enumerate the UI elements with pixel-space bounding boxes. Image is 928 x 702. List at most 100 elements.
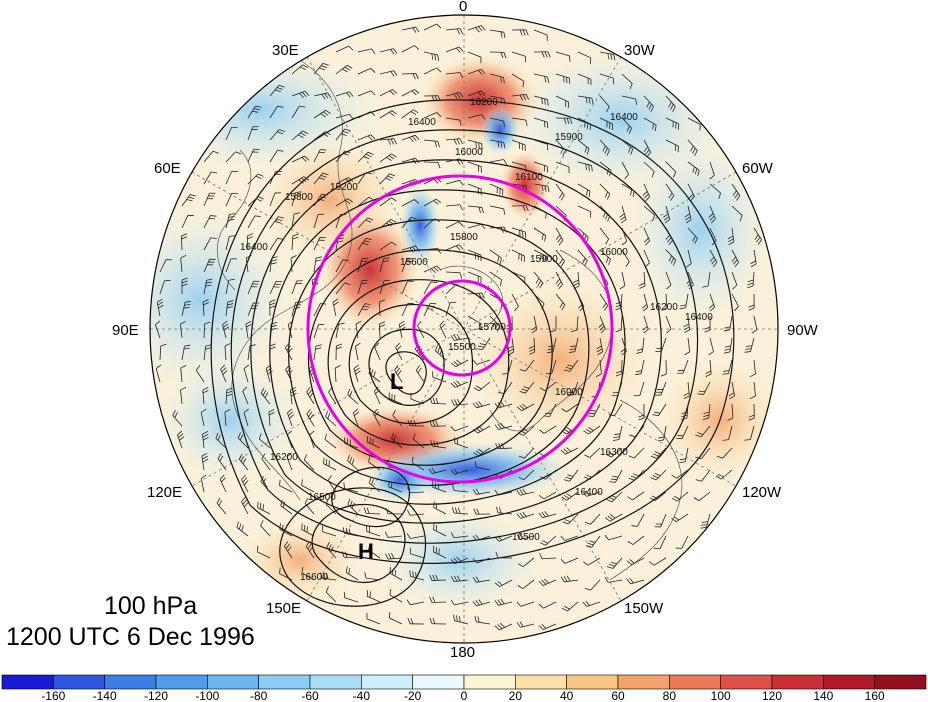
wind-barb-flag bbox=[458, 221, 464, 227]
wind-barb-flag bbox=[481, 207, 484, 214]
wind-barb bbox=[285, 369, 293, 383]
wind-barb-flag bbox=[660, 373, 667, 377]
wind-barb-flag bbox=[643, 237, 649, 243]
wind-barb-flag bbox=[432, 397, 436, 404]
wind-barb bbox=[498, 425, 513, 430]
wind-barb-flag bbox=[585, 600, 590, 606]
wind-barb-flag bbox=[328, 460, 330, 467]
wind-barb-flag bbox=[439, 320, 445, 326]
wind-barb-flag bbox=[287, 320, 294, 325]
wind-barb bbox=[499, 623, 513, 631]
wind-barb bbox=[498, 512, 513, 515]
wind-barb bbox=[159, 259, 167, 273]
wind-barb-flag bbox=[260, 475, 264, 482]
wind-barb-flag bbox=[390, 49, 395, 55]
wind-barb-flag bbox=[500, 76, 502, 83]
wind-barb-flag bbox=[326, 542, 330, 548]
wind-barb bbox=[180, 235, 183, 251]
wind-barb-flag bbox=[246, 254, 252, 259]
wind-barb-flag bbox=[694, 168, 698, 175]
wind-barb bbox=[511, 117, 526, 121]
wind-barb-flag bbox=[222, 370, 228, 375]
wind-barb-flag bbox=[500, 227, 504, 233]
longitude-labels: 0 30W 60W 90W 120W 150W 180 150E 120E 90… bbox=[112, 0, 819, 661]
wind-barb-flag bbox=[439, 348, 443, 355]
wind-barb-flag bbox=[277, 237, 284, 240]
colorbar-swatch bbox=[771, 674, 824, 690]
wind-barb-flag bbox=[323, 457, 325, 464]
wind-barb-flag bbox=[728, 238, 734, 243]
contour-labels: 16400 16200 16000 15900 16100 16400 1620… bbox=[240, 97, 713, 583]
wind-barb-flag bbox=[294, 304, 301, 306]
contour-label: 16400 bbox=[240, 242, 268, 253]
wind-barb bbox=[432, 469, 447, 474]
wind-barb-flag bbox=[280, 499, 283, 506]
wind-barb-flag bbox=[602, 302, 607, 309]
wind-barb-flag bbox=[459, 204, 463, 211]
wind-barb-flag bbox=[573, 279, 579, 283]
wind-barb-flag bbox=[353, 411, 360, 416]
wind-barb-flag bbox=[349, 456, 353, 463]
wind-barb-flag bbox=[480, 25, 486, 31]
wind-barb-flag bbox=[362, 242, 369, 245]
wind-barb bbox=[313, 237, 321, 251]
wind-barb bbox=[621, 227, 628, 242]
wind-barb-flag bbox=[566, 493, 572, 498]
wind-barb-flag bbox=[473, 452, 479, 457]
wind-barb-flag bbox=[528, 348, 535, 352]
wind-barb bbox=[577, 51, 591, 59]
wind-barb-flag bbox=[345, 566, 348, 573]
wind-barb bbox=[200, 412, 205, 427]
wind-barb bbox=[423, 247, 438, 251]
wind-barb-flag bbox=[253, 108, 260, 111]
wind-barb bbox=[631, 557, 645, 566]
wind-barb bbox=[224, 412, 227, 427]
wind-barb bbox=[511, 161, 526, 167]
wind-barb bbox=[542, 579, 557, 586]
wind-barb-flag bbox=[315, 347, 322, 350]
wind-barb bbox=[268, 412, 271, 427]
wind-barb-flag bbox=[518, 432, 524, 436]
wind-barb-flag bbox=[495, 551, 499, 558]
wind-barb-flag bbox=[545, 412, 552, 415]
wind-barb bbox=[313, 63, 324, 75]
wind-barb-flag bbox=[413, 420, 417, 427]
wind-barb-flag bbox=[271, 256, 278, 259]
wind-barb bbox=[489, 271, 502, 281]
wind-barb bbox=[533, 183, 548, 187]
height-contours bbox=[210, 99, 735, 607]
wind-barb-flag bbox=[631, 525, 638, 527]
wind-barb bbox=[599, 161, 612, 171]
wind-barb-flag bbox=[433, 178, 439, 184]
wind-barb bbox=[202, 434, 205, 449]
wind-barb bbox=[301, 572, 315, 581]
wind-barb-flag bbox=[320, 572, 323, 579]
wind-barb-flag bbox=[478, 599, 483, 605]
wind-barb-flag bbox=[519, 390, 526, 394]
wind-barb-flag bbox=[354, 367, 360, 372]
wind-barb-flag bbox=[715, 475, 722, 480]
wind-barb bbox=[290, 258, 293, 273]
wind-barb-flag bbox=[643, 193, 649, 199]
wind-barb-flag bbox=[337, 240, 344, 243]
wind-barb-flag bbox=[732, 284, 738, 290]
wind-barb-flag bbox=[429, 617, 433, 624]
wind-barb bbox=[643, 183, 651, 197]
wind-barb-flag bbox=[566, 447, 572, 452]
wind-barb-flag bbox=[450, 362, 456, 368]
wind-barb-flag bbox=[517, 585, 524, 589]
wind-barb-flag bbox=[708, 351, 714, 356]
wind-barb-flag bbox=[673, 516, 680, 521]
wind-barb-flag bbox=[352, 408, 359, 414]
wind-barb bbox=[632, 535, 645, 545]
wind-barb bbox=[335, 259, 344, 273]
wind-barb-flag bbox=[453, 93, 458, 99]
wind-barb bbox=[498, 601, 513, 606]
wind-barb-flag bbox=[279, 479, 281, 486]
wind-barb-flag bbox=[605, 213, 609, 220]
wind-barb bbox=[555, 183, 565, 196]
wind-barb-flag bbox=[744, 439, 751, 441]
wind-barb-flag bbox=[606, 106, 610, 112]
wind-barb-flag bbox=[671, 517, 677, 523]
wind-barb-flag bbox=[347, 498, 351, 505]
